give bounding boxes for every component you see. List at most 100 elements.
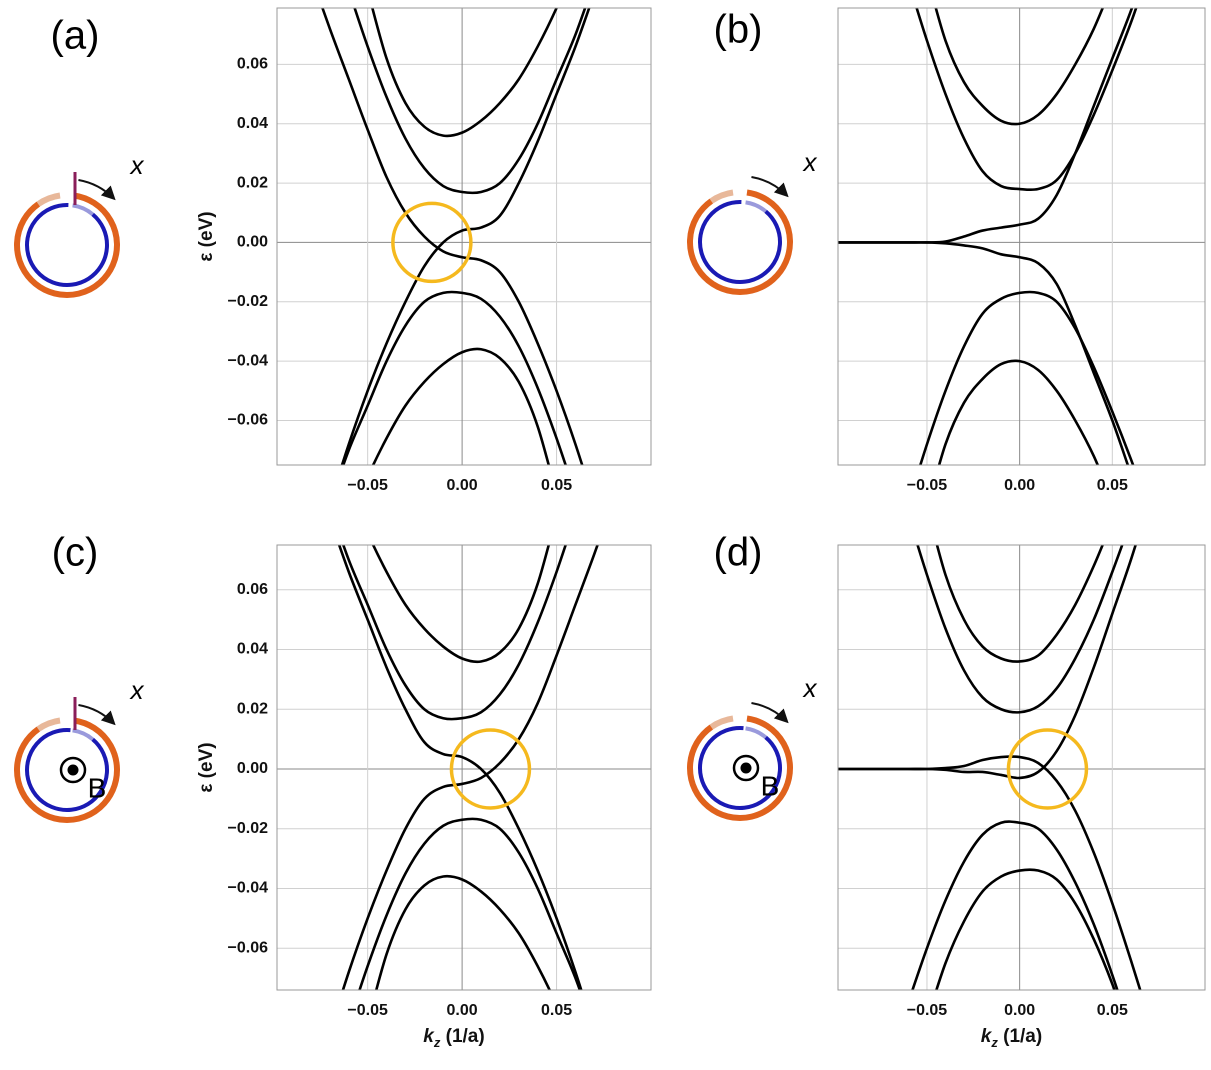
x-tick-label: −0.05	[907, 477, 948, 494]
curves	[838, 8, 1138, 465]
x-tick-label: −0.05	[347, 477, 388, 494]
curves	[337, 545, 599, 990]
panel-title: (c)	[52, 531, 99, 575]
panel: −0.06 −0.04 −0.02 0.00 0.02 0.04 0.06 −0.05 0.00…	[14, 7, 652, 494]
band-line	[358, 817, 582, 990]
y-tick-label: 0.04	[237, 115, 268, 132]
band-line	[934, 8, 1105, 126]
x-axis-label-part: z	[433, 1035, 441, 1050]
outer-ring	[14, 717, 120, 823]
x-tick-label: −0.05	[907, 1002, 948, 1019]
x-axis-label-part: k	[981, 1026, 993, 1047]
band-line	[838, 241, 1130, 465]
x-tick-label: 0.05	[1097, 477, 1128, 494]
y-tick-label: 0.00	[237, 760, 268, 777]
outer-ring-fade	[36, 717, 61, 732]
field-symbol	[59, 756, 87, 784]
x-tick-label: −0.05	[347, 1002, 388, 1019]
inner-ring	[25, 203, 109, 287]
arrow	[78, 704, 116, 726]
x-tick-label: 0.00	[1004, 477, 1035, 494]
band-line	[916, 545, 1124, 714]
panel: −0.05 0.00 0.05 (d) kz (1/a) x B	[687, 531, 1206, 1050]
y-tick-label: 0.04	[237, 641, 268, 658]
y-axis-label: ε (eV)	[196, 211, 217, 261]
y-tick-label: 0.00	[237, 234, 268, 251]
arrow-label: x	[129, 675, 145, 705]
outer-ring	[687, 715, 793, 821]
band-line	[321, 8, 584, 465]
x-axis-label: kz (1/a)	[423, 1026, 484, 1050]
inner-ring	[698, 726, 782, 810]
panel-title: (b)	[714, 8, 763, 52]
inner-ring	[698, 200, 782, 284]
band-line	[371, 347, 551, 465]
band-line	[911, 820, 1119, 990]
band-line	[918, 290, 1135, 465]
field-label: B	[88, 772, 107, 803]
plot-background	[838, 8, 1205, 465]
highlight-circle	[1006, 728, 1089, 810]
field-label: B	[761, 770, 780, 801]
plot-frame	[837, 544, 1206, 991]
y-axis-label: ε (eV)	[196, 742, 217, 792]
band-line	[341, 290, 568, 465]
arrow	[751, 702, 789, 724]
plot-background	[277, 545, 651, 990]
plot-frame	[837, 7, 1206, 466]
arrow	[751, 176, 789, 198]
inner-ring-fade	[72, 203, 94, 216]
band-line	[340, 8, 591, 465]
outer-ring-fade	[709, 189, 734, 204]
outer-ring	[687, 189, 793, 295]
x-axis-label-part: z	[990, 1035, 998, 1050]
y-tick-label: −0.06	[228, 939, 269, 956]
arrow-label: x	[802, 673, 818, 703]
field-dot	[67, 764, 79, 776]
band-line	[371, 8, 558, 138]
x-tick-label: 0.00	[1004, 1002, 1035, 1019]
plot-background	[277, 8, 651, 465]
panel-title: (d)	[714, 531, 763, 575]
band-line	[915, 8, 1138, 192]
y-tick-label: 0.02	[237, 174, 268, 191]
y-tick-label: 0.06	[237, 581, 268, 598]
y-tick-label: 0.02	[237, 700, 268, 717]
band-line	[353, 8, 587, 195]
band-line	[935, 545, 1105, 663]
field-dot	[740, 762, 752, 774]
y-tick-label: −0.04	[228, 880, 269, 897]
outer-ring-fade	[36, 192, 61, 207]
x-tick-label: 0.05	[541, 477, 572, 494]
x-tick-label: 0.00	[447, 477, 478, 494]
band-line	[341, 545, 599, 990]
highlight-circle	[391, 201, 473, 284]
plot-frame	[276, 7, 652, 466]
highlight-circle	[449, 728, 532, 810]
curves	[838, 545, 1142, 990]
y-tick-label: 0.06	[237, 56, 268, 73]
panel: −0.05 0.00 0.05 (b) x	[687, 7, 1206, 494]
x-axis-label-part: k	[423, 1026, 435, 1047]
band-line	[374, 874, 552, 990]
band-line	[371, 545, 551, 664]
plot-background	[838, 545, 1205, 990]
outer-ring-fade	[709, 715, 734, 730]
y-tick-label: −0.04	[228, 352, 269, 369]
plot-frame	[276, 544, 652, 991]
arrow-label: x	[802, 147, 818, 177]
band-line	[341, 545, 568, 721]
x-axis-label-part: (1/a)	[440, 1026, 484, 1047]
x-axis-label: kz (1/a)	[981, 1026, 1042, 1050]
y-tick-label: −0.02	[228, 820, 269, 837]
panel: −0.06 −0.04 −0.02 0.00 0.02 0.04 0.06 −0.05 0.00…	[14, 531, 652, 1050]
y-tick-label: −0.06	[228, 412, 269, 429]
inner-ring-fade	[745, 200, 767, 213]
x-tick-label: 0.05	[541, 1002, 572, 1019]
x-tick-label: 0.00	[447, 1002, 478, 1019]
band-line	[838, 545, 1137, 780]
panel-title: (a)	[51, 14, 100, 58]
y-tick-label: −0.02	[228, 293, 269, 310]
